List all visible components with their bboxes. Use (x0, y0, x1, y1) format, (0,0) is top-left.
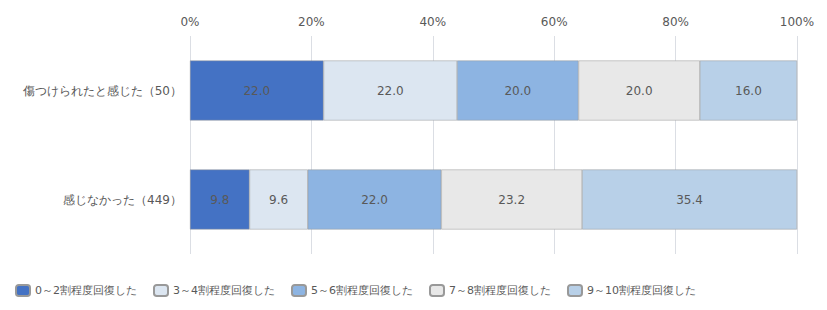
svg-text:0%: 0% (180, 15, 199, 29)
svg-text:20.0: 20.0 (626, 84, 653, 98)
svg-text:100%: 100% (780, 15, 814, 29)
svg-text:60%: 60% (541, 15, 568, 29)
svg-text:9.8: 9.8 (210, 193, 229, 207)
svg-text:22.0: 22.0 (243, 84, 270, 98)
svg-text:40%: 40% (419, 15, 446, 29)
svg-text:5～6割程度回復した: 5～6割程度回復した (311, 284, 413, 297)
svg-text:22.0: 22.0 (377, 84, 404, 98)
svg-text:感じなかった（449）: 感じなかった（449） (63, 193, 182, 207)
svg-text:9～10割程度回復した: 9～10割程度回復した (587, 284, 696, 297)
svg-text:0～2割程度回復した: 0～2割程度回復した (35, 284, 137, 297)
svg-text:80%: 80% (662, 15, 689, 29)
svg-text:7～8割程度回復した: 7～8割程度回復した (449, 284, 551, 297)
svg-text:23.2: 23.2 (498, 193, 525, 207)
svg-text:20.0: 20.0 (504, 84, 531, 98)
svg-text:傷つけられたと感じた（50）: 傷つけられたと感じた（50） (22, 84, 182, 98)
svg-text:3～4割程度回復した: 3～4割程度回復した (173, 284, 275, 297)
svg-text:35.4: 35.4 (676, 193, 703, 207)
svg-text:20%: 20% (298, 15, 325, 29)
svg-text:16.0: 16.0 (735, 84, 762, 98)
svg-text:9.6: 9.6 (269, 193, 288, 207)
svg-text:22.0: 22.0 (361, 193, 388, 207)
